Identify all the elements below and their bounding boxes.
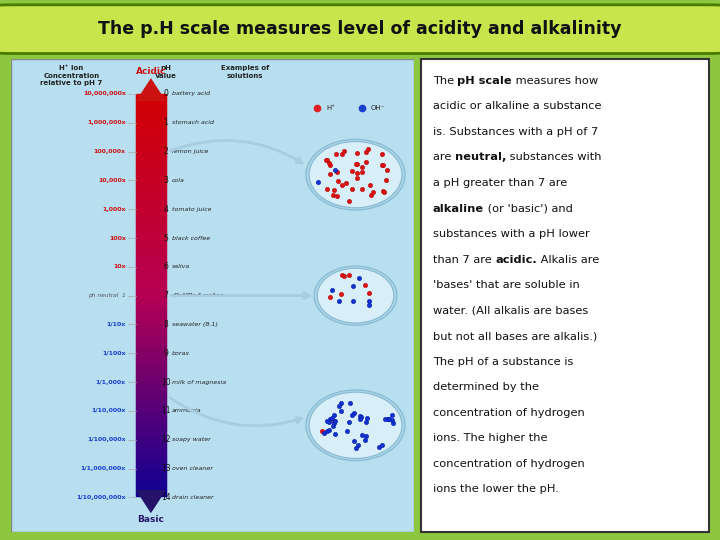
Text: The p.H scale measures level of acidity and alkalinity: The p.H scale measures level of acidity …: [98, 20, 622, 38]
Text: H⁺: H⁺: [326, 105, 335, 111]
Circle shape: [306, 390, 405, 461]
Circle shape: [314, 266, 397, 325]
Text: 10x: 10x: [113, 265, 126, 269]
Text: 11: 11: [161, 407, 171, 415]
Text: borax: borax: [172, 351, 190, 356]
Text: are: are: [433, 152, 455, 163]
Text: cola: cola: [172, 178, 185, 183]
Text: H⁺ Ion
Concentration
relative to pH 7: H⁺ Ion Concentration relative to pH 7: [40, 65, 102, 86]
Text: Basic: Basic: [138, 515, 164, 524]
Text: 0: 0: [163, 90, 168, 98]
Polygon shape: [136, 490, 166, 513]
FancyBboxPatch shape: [421, 59, 709, 532]
Text: 100,000x: 100,000x: [94, 149, 126, 154]
Text: 1,000,000x: 1,000,000x: [87, 120, 126, 125]
Text: 100x: 100x: [109, 235, 126, 240]
Text: Alkalis are: Alkalis are: [537, 254, 599, 265]
Text: 9: 9: [163, 349, 168, 358]
FancyBboxPatch shape: [11, 59, 414, 532]
Text: 1/1,000x: 1/1,000x: [96, 380, 126, 384]
Text: 10,000x: 10,000x: [98, 178, 126, 183]
Text: tomato juice: tomato juice: [172, 207, 212, 212]
Text: 7: 7: [163, 291, 168, 300]
Text: 1/100x: 1/100x: [102, 351, 126, 356]
Text: 1/10,000x: 1/10,000x: [91, 408, 126, 414]
Text: 1/10x: 1/10x: [107, 322, 126, 327]
Text: water. (All alkalis are bases: water. (All alkalis are bases: [433, 306, 588, 315]
Text: 4: 4: [163, 205, 168, 214]
Text: Examples of
solutions: Examples of solutions: [220, 65, 269, 79]
Text: concentration of hydrogen: concentration of hydrogen: [433, 408, 585, 417]
Text: drain cleaner: drain cleaner: [172, 495, 214, 500]
Text: saliva: saliva: [172, 265, 190, 269]
Text: 2: 2: [163, 147, 168, 156]
Text: 8: 8: [163, 320, 168, 329]
Text: 1: 1: [163, 118, 168, 127]
Text: 1/100,000x: 1/100,000x: [87, 437, 126, 442]
Text: ions the lower the pH.: ions the lower the pH.: [433, 484, 559, 494]
Text: 10,000,000x: 10,000,000x: [83, 91, 126, 97]
Text: ions. The higher the: ions. The higher the: [433, 433, 547, 443]
Text: stomach acid: stomach acid: [172, 120, 214, 125]
Text: 'bases' that are soluble in: 'bases' that are soluble in: [433, 280, 580, 290]
Text: a pH greater than 7 are: a pH greater than 7 are: [433, 178, 567, 188]
Text: but not all bases are alkalis.): but not all bases are alkalis.): [433, 331, 597, 341]
Text: substances with a pH lower: substances with a pH lower: [433, 229, 590, 239]
Text: 1,000x: 1,000x: [102, 207, 126, 212]
Text: 14: 14: [161, 493, 171, 502]
Text: pH
Value: pH Value: [155, 65, 177, 79]
Circle shape: [309, 141, 402, 208]
Text: distilled water: distilled water: [172, 293, 223, 298]
Text: OH⁻: OH⁻: [371, 105, 384, 111]
Text: 13: 13: [161, 464, 171, 473]
Text: is. Substances with a pH of 7: is. Substances with a pH of 7: [433, 127, 598, 137]
Text: (or 'basic') and: (or 'basic') and: [484, 204, 572, 213]
Text: acidic or alkaline a substance: acidic or alkaline a substance: [433, 102, 601, 111]
Text: lemon juice: lemon juice: [172, 149, 209, 154]
Text: The pH of a substance is: The pH of a substance is: [433, 356, 573, 367]
Text: milk of magnesia: milk of magnesia: [172, 380, 226, 384]
Text: soapy water: soapy water: [172, 437, 211, 442]
Text: measures how: measures how: [512, 76, 598, 86]
Text: black coffee: black coffee: [172, 235, 210, 240]
Text: seawater (8.1): seawater (8.1): [172, 322, 218, 327]
Text: 1/1,000,000x: 1/1,000,000x: [81, 466, 126, 471]
Circle shape: [318, 268, 394, 323]
Text: substances with: substances with: [506, 152, 602, 163]
Text: ph neutral  1: ph neutral 1: [88, 293, 126, 298]
Text: 1/10,000,000x: 1/10,000,000x: [76, 495, 126, 500]
Text: determined by the: determined by the: [433, 382, 539, 392]
Text: neutral,: neutral,: [455, 152, 506, 163]
Polygon shape: [136, 78, 166, 101]
Text: 6: 6: [163, 262, 168, 271]
Text: oven cleaner: oven cleaner: [172, 466, 213, 471]
Text: Acidic: Acidic: [136, 67, 166, 76]
Text: 10: 10: [161, 377, 171, 387]
Text: 12: 12: [161, 435, 171, 444]
Text: acidic.: acidic.: [495, 254, 537, 265]
Circle shape: [309, 392, 402, 458]
Text: than 7 are: than 7 are: [433, 254, 495, 265]
FancyBboxPatch shape: [0, 5, 720, 53]
Text: 5: 5: [163, 233, 168, 242]
Text: alkaline: alkaline: [433, 204, 484, 213]
Text: pH scale: pH scale: [457, 76, 512, 86]
Text: ammonia: ammonia: [172, 408, 202, 414]
Text: battery acid: battery acid: [172, 91, 210, 97]
Text: The: The: [433, 76, 457, 86]
Text: 3: 3: [163, 176, 168, 185]
Circle shape: [306, 139, 405, 210]
Text: concentration of hydrogen: concentration of hydrogen: [433, 458, 585, 469]
